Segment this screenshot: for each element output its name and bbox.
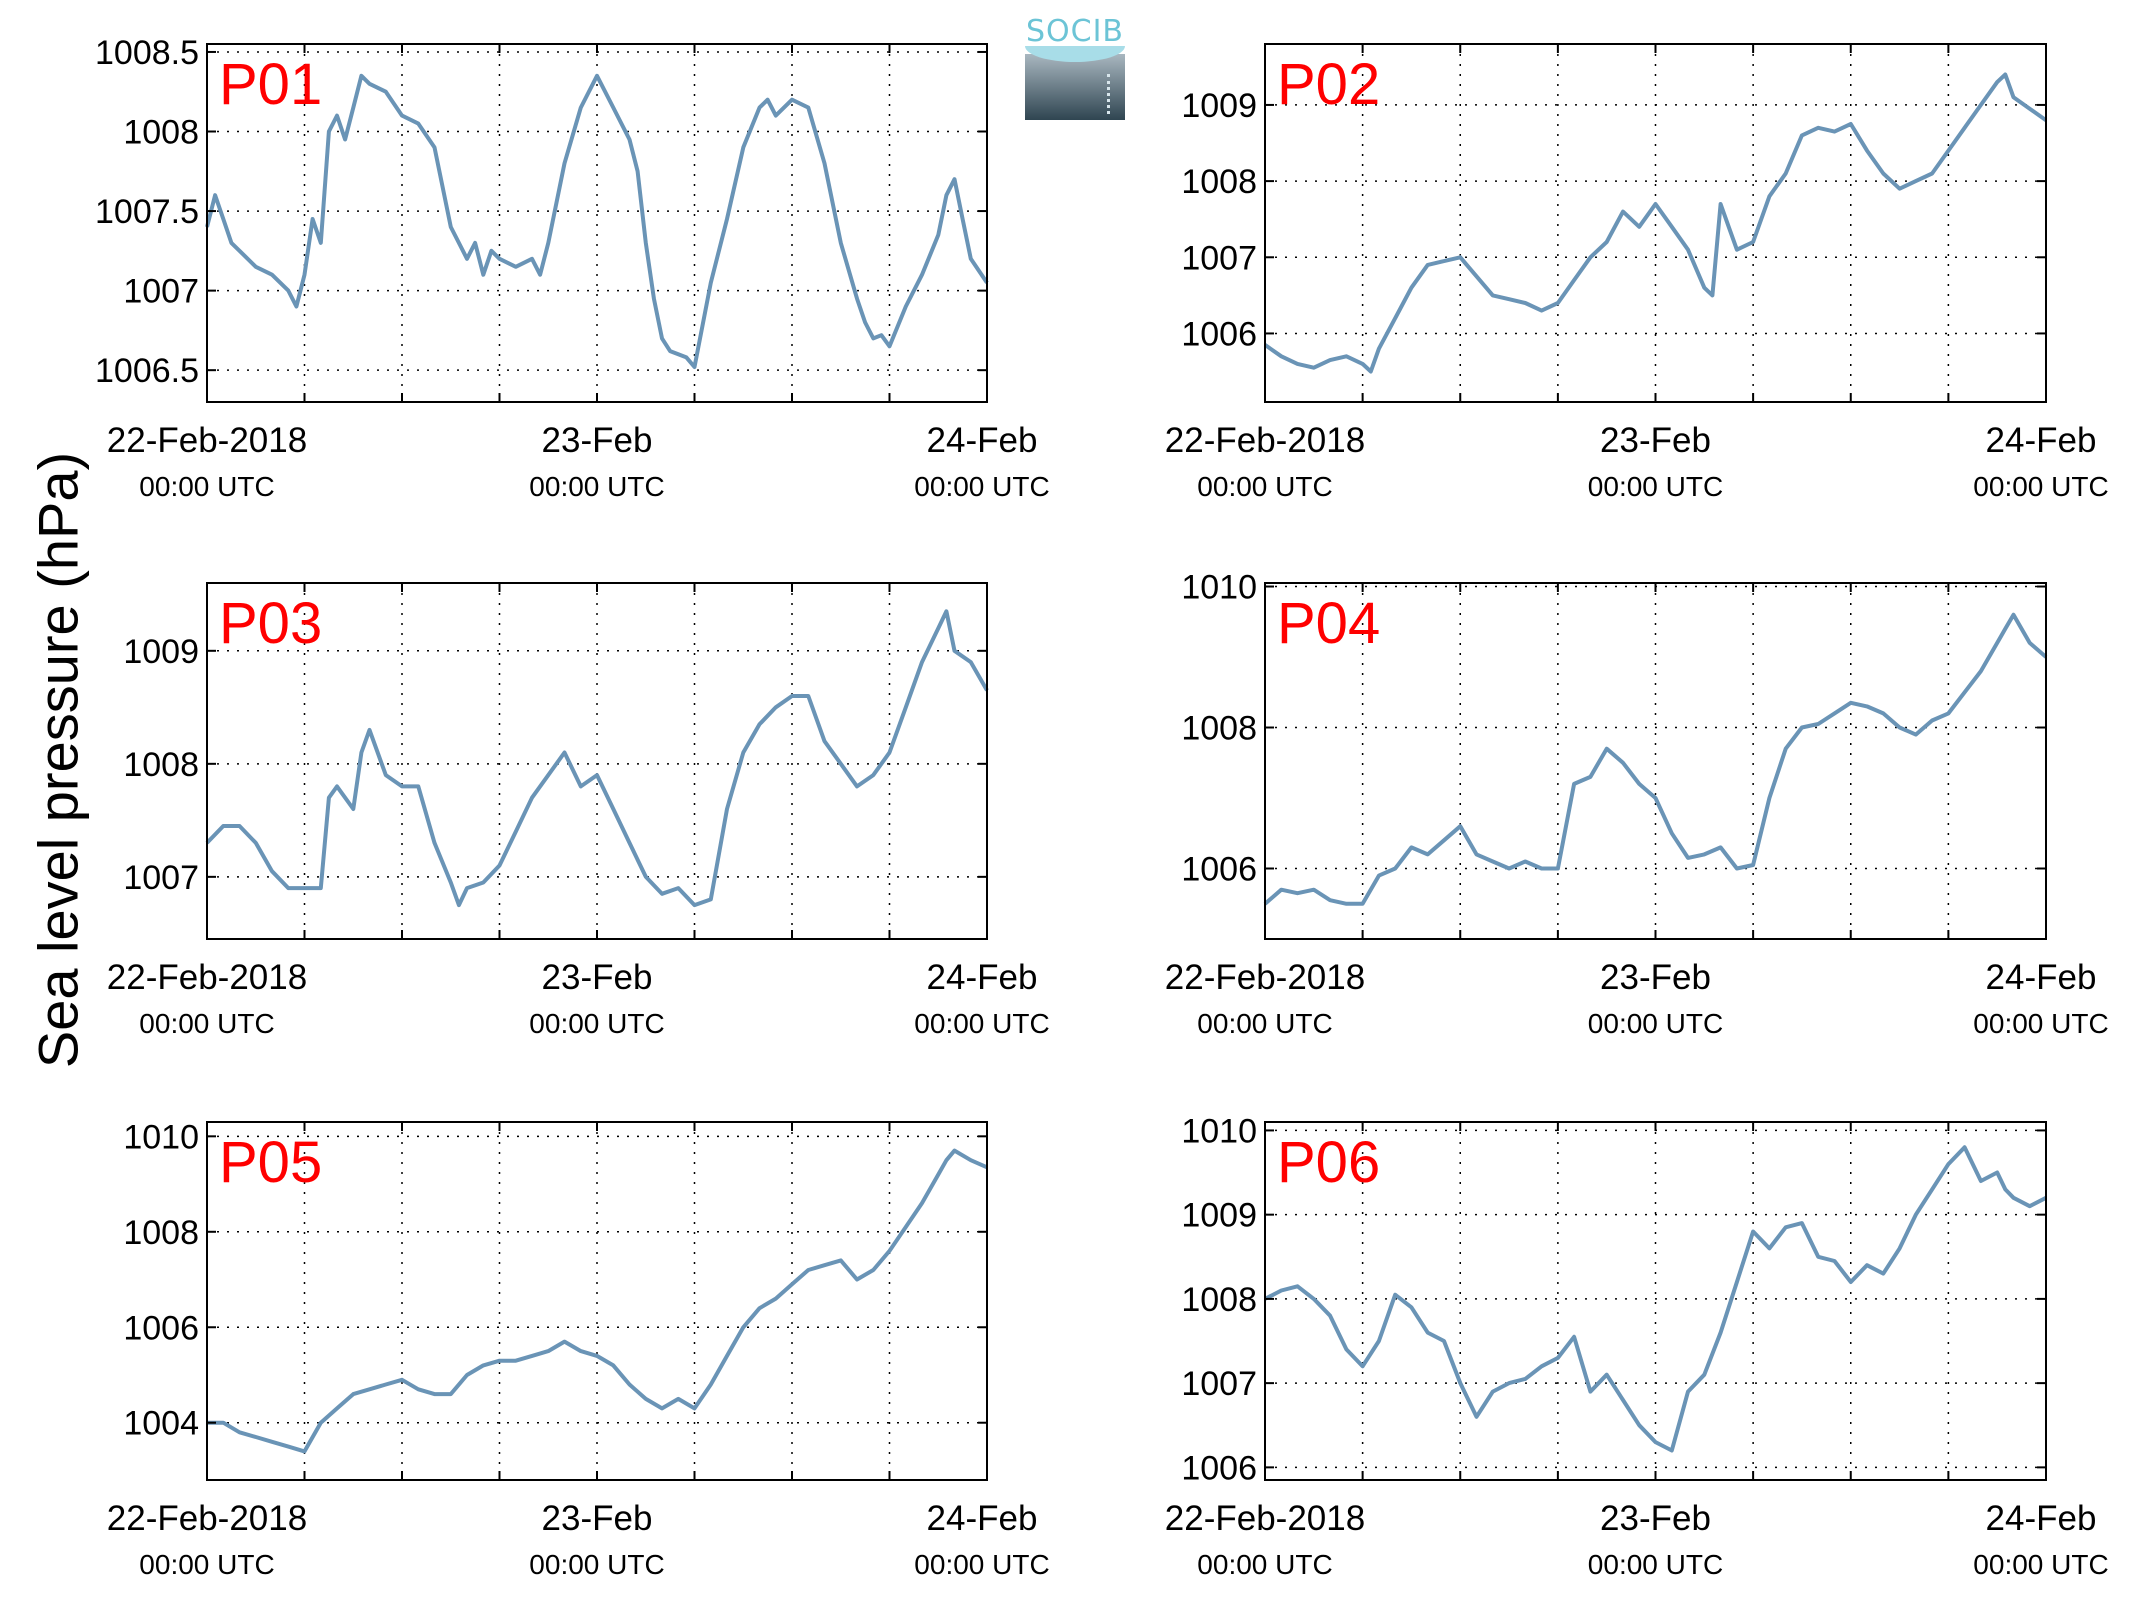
y-tick-label: 1006 [1181, 1449, 1257, 1487]
y-tick-label: 1006.5 [95, 352, 199, 390]
x-tick-label-time: 00:00 UTC [914, 1008, 1049, 1039]
axes-frame [1264, 582, 2047, 940]
x-tick-label-date: 23-Feb [1600, 958, 1711, 997]
pressure-series-line [1264, 1145, 2047, 1453]
x-tick-label-time: 00:00 UTC [1588, 1549, 1723, 1580]
y-tick-label: 1006 [1181, 851, 1257, 889]
pressure-series-line [207, 1148, 988, 1454]
y-tick-label: 1010 [1181, 1112, 1257, 1150]
x-tick-label-time: 00:00 UTC [914, 471, 1049, 502]
logo-text: SOCIB [1025, 14, 1125, 49]
x-tick-label-time: 00:00 UTC [1197, 471, 1332, 502]
panel-title: P06 [1277, 1130, 1380, 1195]
x-tick-label-time: 00:00 UTC [139, 471, 274, 502]
x-tick-label-date: 24-Feb [927, 1499, 1038, 1538]
y-tick-label: 1009 [1181, 1197, 1257, 1235]
pressure-series-line [205, 609, 989, 908]
axes-frame [206, 582, 988, 940]
x-tick-label-time: 00:00 UTC [1588, 1008, 1723, 1039]
x-tick-label-date: 24-Feb [1986, 958, 2097, 997]
y-tick-label: 1004 [123, 1405, 199, 1443]
x-tick-label-time: 00:00 UTC [529, 1549, 664, 1580]
pressure-series-line [205, 73, 989, 369]
axes-frame [1264, 1121, 2047, 1481]
x-tick-label-time: 00:00 UTC [139, 1008, 274, 1039]
panel-p06: 1006 1007 1008 1009 1010 22-Feb-2018 00:00 UTC… [1165, 1112, 2109, 1580]
x-tick-label-date: 24-Feb [1986, 421, 2097, 460]
x-tick-label-time: 00:00 UTC [529, 471, 664, 502]
y-tick-label: 1008 [123, 1214, 199, 1252]
axes-frame [206, 1121, 988, 1481]
x-tick-label-time: 00:00 UTC [1197, 1549, 1332, 1580]
x-tick-label-date: 22-Feb-2018 [107, 958, 307, 997]
y-tick-label: 1007 [1181, 239, 1257, 277]
y-tick-label: 1009 [1181, 87, 1257, 125]
x-tick-label-date: 24-Feb [927, 421, 1038, 460]
x-tick-label-time: 00:00 UTC [139, 1549, 274, 1580]
x-tick-label-time: 00:00 UTC [1973, 1008, 2108, 1039]
panel-p02: 1006 1007 1008 1009 22-Feb-2018 00:00 UTC 23-F… [1165, 43, 2109, 502]
y-tick-label: 1006 [123, 1309, 199, 1347]
axes-frame [1264, 43, 2047, 403]
x-tick-label-time: 00:00 UTC [1588, 471, 1723, 502]
panel-title: P03 [219, 591, 322, 656]
x-tick-label-date: 24-Feb [1986, 1499, 2097, 1538]
x-tick-label-date: 22-Feb-2018 [107, 1499, 307, 1538]
y-tick-label: 1008 [1181, 1281, 1257, 1319]
socib-logo: SOCIB [1025, 14, 1125, 120]
y-tick-label: 1008.5 [95, 34, 199, 72]
y-tick-label: 1008 [1181, 710, 1257, 748]
x-tick-label-date: 22-Feb-2018 [107, 421, 307, 460]
y-tick-label: 1007 [1181, 1365, 1257, 1403]
pressure-series-line [1263, 72, 2048, 374]
x-tick-label-date: 23-Feb [542, 421, 653, 460]
y-tick-label: 1010 [1181, 569, 1257, 607]
panel-p03: 1007 1008 1009 22-Feb-2018 00:00 UTC 23-Feb 00… [107, 582, 1050, 1039]
x-tick-label-time: 00:00 UTC [1973, 471, 2108, 502]
y-tick-label: 1010 [123, 1118, 199, 1156]
panel-title: P04 [1277, 591, 1380, 656]
y-tick-label: 1008 [123, 746, 199, 784]
panel-p05: 1004 1006 1008 1010 22-Feb-2018 00:00 UTC 23-F… [107, 1118, 1050, 1580]
x-tick-label-date: 22-Feb-2018 [1165, 421, 1365, 460]
x-tick-label-time: 00:00 UTC [1197, 1008, 1332, 1039]
x-tick-label-date: 22-Feb-2018 [1165, 958, 1365, 997]
panel-title: P01 [219, 52, 322, 117]
y-tick-label: 1006 [1181, 315, 1257, 353]
y-tick-label: 1008 [123, 114, 199, 152]
x-tick-label-date: 23-Feb [542, 1499, 653, 1538]
y-tick-label: 1007 [123, 273, 199, 311]
x-tick-label-time: 00:00 UTC [1973, 1549, 2108, 1580]
x-tick-label-date: 22-Feb-2018 [1165, 1499, 1365, 1538]
y-tick-label: 1007 [123, 859, 199, 897]
y-tick-label: 1009 [123, 633, 199, 671]
panel-p01: 1006.5 1007 1007.5 1008 1008.5 22-Feb-2018 00:… [95, 34, 1050, 502]
x-tick-label-date: 23-Feb [1600, 421, 1711, 460]
x-tick-label-time: 00:00 UTC [529, 1008, 664, 1039]
logo-wave [1025, 46, 1125, 62]
x-tick-label-date: 24-Feb [927, 958, 1038, 997]
pressure-series-line [1263, 612, 2048, 906]
panel-p04: 1006 1008 1010 22-Feb-2018 00:00 UTC 23-Feb 00… [1165, 569, 2109, 1039]
x-tick-label-date: 23-Feb [1600, 1499, 1711, 1538]
logo-dots [1107, 74, 1110, 114]
x-tick-label-time: 00:00 UTC [914, 1549, 1049, 1580]
panel-title: P05 [219, 1130, 322, 1195]
x-tick-label-date: 23-Feb [542, 958, 653, 997]
y-tick-label: 1008 [1181, 163, 1257, 201]
y-tick-label: 1007.5 [95, 193, 199, 231]
panel-title: P02 [1277, 52, 1380, 117]
